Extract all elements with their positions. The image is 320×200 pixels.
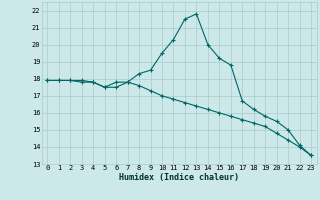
X-axis label: Humidex (Indice chaleur): Humidex (Indice chaleur) [119, 173, 239, 182]
